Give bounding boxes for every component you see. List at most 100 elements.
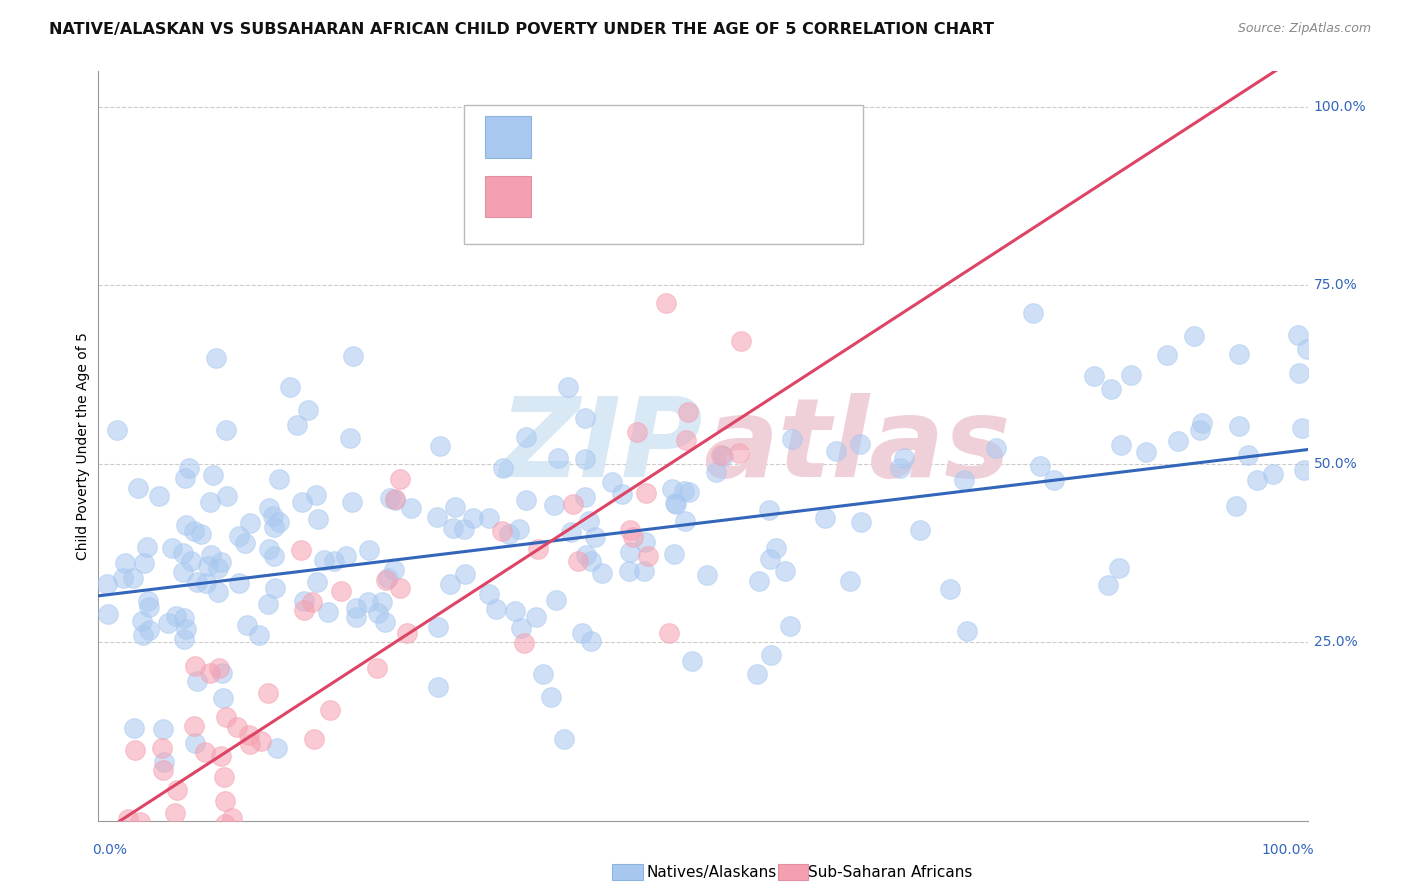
Point (1182, 329, 1205, 343)
Point (814, 511, 837, 525)
Point (1288, 367, 1310, 381)
Point (765, 541, 787, 556)
Point (186, 575, 208, 590)
Text: 25.0%: 25.0% (1313, 635, 1357, 649)
Point (163, 805, 186, 820)
Point (122, 571, 145, 585)
Point (127, 854, 149, 868)
Point (893, 451, 915, 466)
Point (382, 564, 405, 578)
Point (292, 603, 315, 617)
Point (153, 756, 176, 770)
Point (485, 602, 508, 616)
Point (512, 636, 534, 650)
Point (654, 295, 676, 310)
Point (316, 605, 339, 619)
Text: ZIP: ZIP (499, 392, 703, 500)
Point (290, 543, 312, 558)
Point (579, 633, 602, 648)
Point (952, 473, 974, 487)
Point (612, 487, 634, 501)
Point (665, 497, 688, 511)
Point (239, 516, 262, 531)
Point (508, 522, 530, 536)
Point (380, 491, 402, 505)
Point (307, 512, 329, 526)
Point (515, 492, 537, 507)
Point (478, 511, 501, 525)
Point (212, 770, 235, 784)
Point (1227, 347, 1250, 361)
Text: R = 0.819: R = 0.819 (544, 187, 628, 205)
Point (173, 611, 195, 625)
Text: 50.0%: 50.0% (1313, 457, 1357, 471)
Point (97, 607, 120, 621)
Point (312, 553, 335, 567)
Point (172, 546, 194, 560)
Point (197, 559, 219, 574)
Point (278, 380, 301, 394)
Point (124, 743, 146, 757)
Point (779, 619, 801, 633)
Point (96, 577, 118, 591)
Point (531, 666, 554, 681)
Point (215, 710, 238, 724)
Point (214, 817, 236, 831)
Text: NATIVE/ALASKAN VS SUBSAHARAN AFRICAN CHILD POVERTY UNDER THE AGE OF 5 CORRELATIO: NATIVE/ALASKAN VS SUBSAHARAN AFRICAN CHI… (49, 22, 994, 37)
Point (1225, 499, 1247, 513)
Point (524, 610, 547, 624)
Point (114, 556, 136, 570)
Point (574, 411, 596, 425)
Point (250, 734, 273, 748)
Point (1108, 561, 1130, 575)
Point (1236, 448, 1258, 462)
Point (567, 554, 589, 568)
Point (889, 461, 911, 475)
Point (191, 847, 214, 862)
Point (1167, 434, 1189, 449)
Point (257, 500, 280, 515)
Point (1111, 438, 1133, 452)
Point (681, 655, 703, 669)
Point (1097, 578, 1119, 592)
Point (129, 815, 152, 830)
Point (1156, 348, 1178, 362)
Point (696, 568, 718, 582)
Point (498, 527, 520, 541)
Point (540, 690, 562, 704)
Point (257, 686, 280, 700)
Point (429, 439, 451, 453)
Text: N = 194: N = 194 (690, 128, 759, 145)
Point (773, 564, 796, 578)
Point (152, 764, 174, 778)
Point (427, 680, 450, 694)
Point (384, 493, 406, 508)
Point (634, 486, 657, 500)
Point (503, 604, 526, 618)
Point (138, 599, 160, 614)
Point (138, 623, 160, 637)
Point (1286, 327, 1309, 342)
Point (745, 667, 768, 681)
Point (527, 542, 550, 557)
Point (302, 731, 325, 746)
Point (212, 691, 235, 706)
Point (263, 520, 285, 534)
Text: 0.0%: 0.0% (93, 843, 128, 857)
Point (849, 516, 872, 530)
Point (198, 495, 221, 509)
Point (105, 423, 128, 437)
Point (478, 587, 501, 601)
Point (544, 593, 567, 607)
Point (560, 524, 582, 539)
Point (183, 524, 205, 538)
Point (675, 433, 697, 447)
Point (759, 551, 782, 566)
Point (427, 620, 450, 634)
Point (561, 497, 583, 511)
Point (591, 566, 613, 580)
Point (1291, 421, 1313, 435)
Point (166, 783, 188, 797)
Point (209, 555, 232, 569)
Point (1296, 342, 1319, 356)
